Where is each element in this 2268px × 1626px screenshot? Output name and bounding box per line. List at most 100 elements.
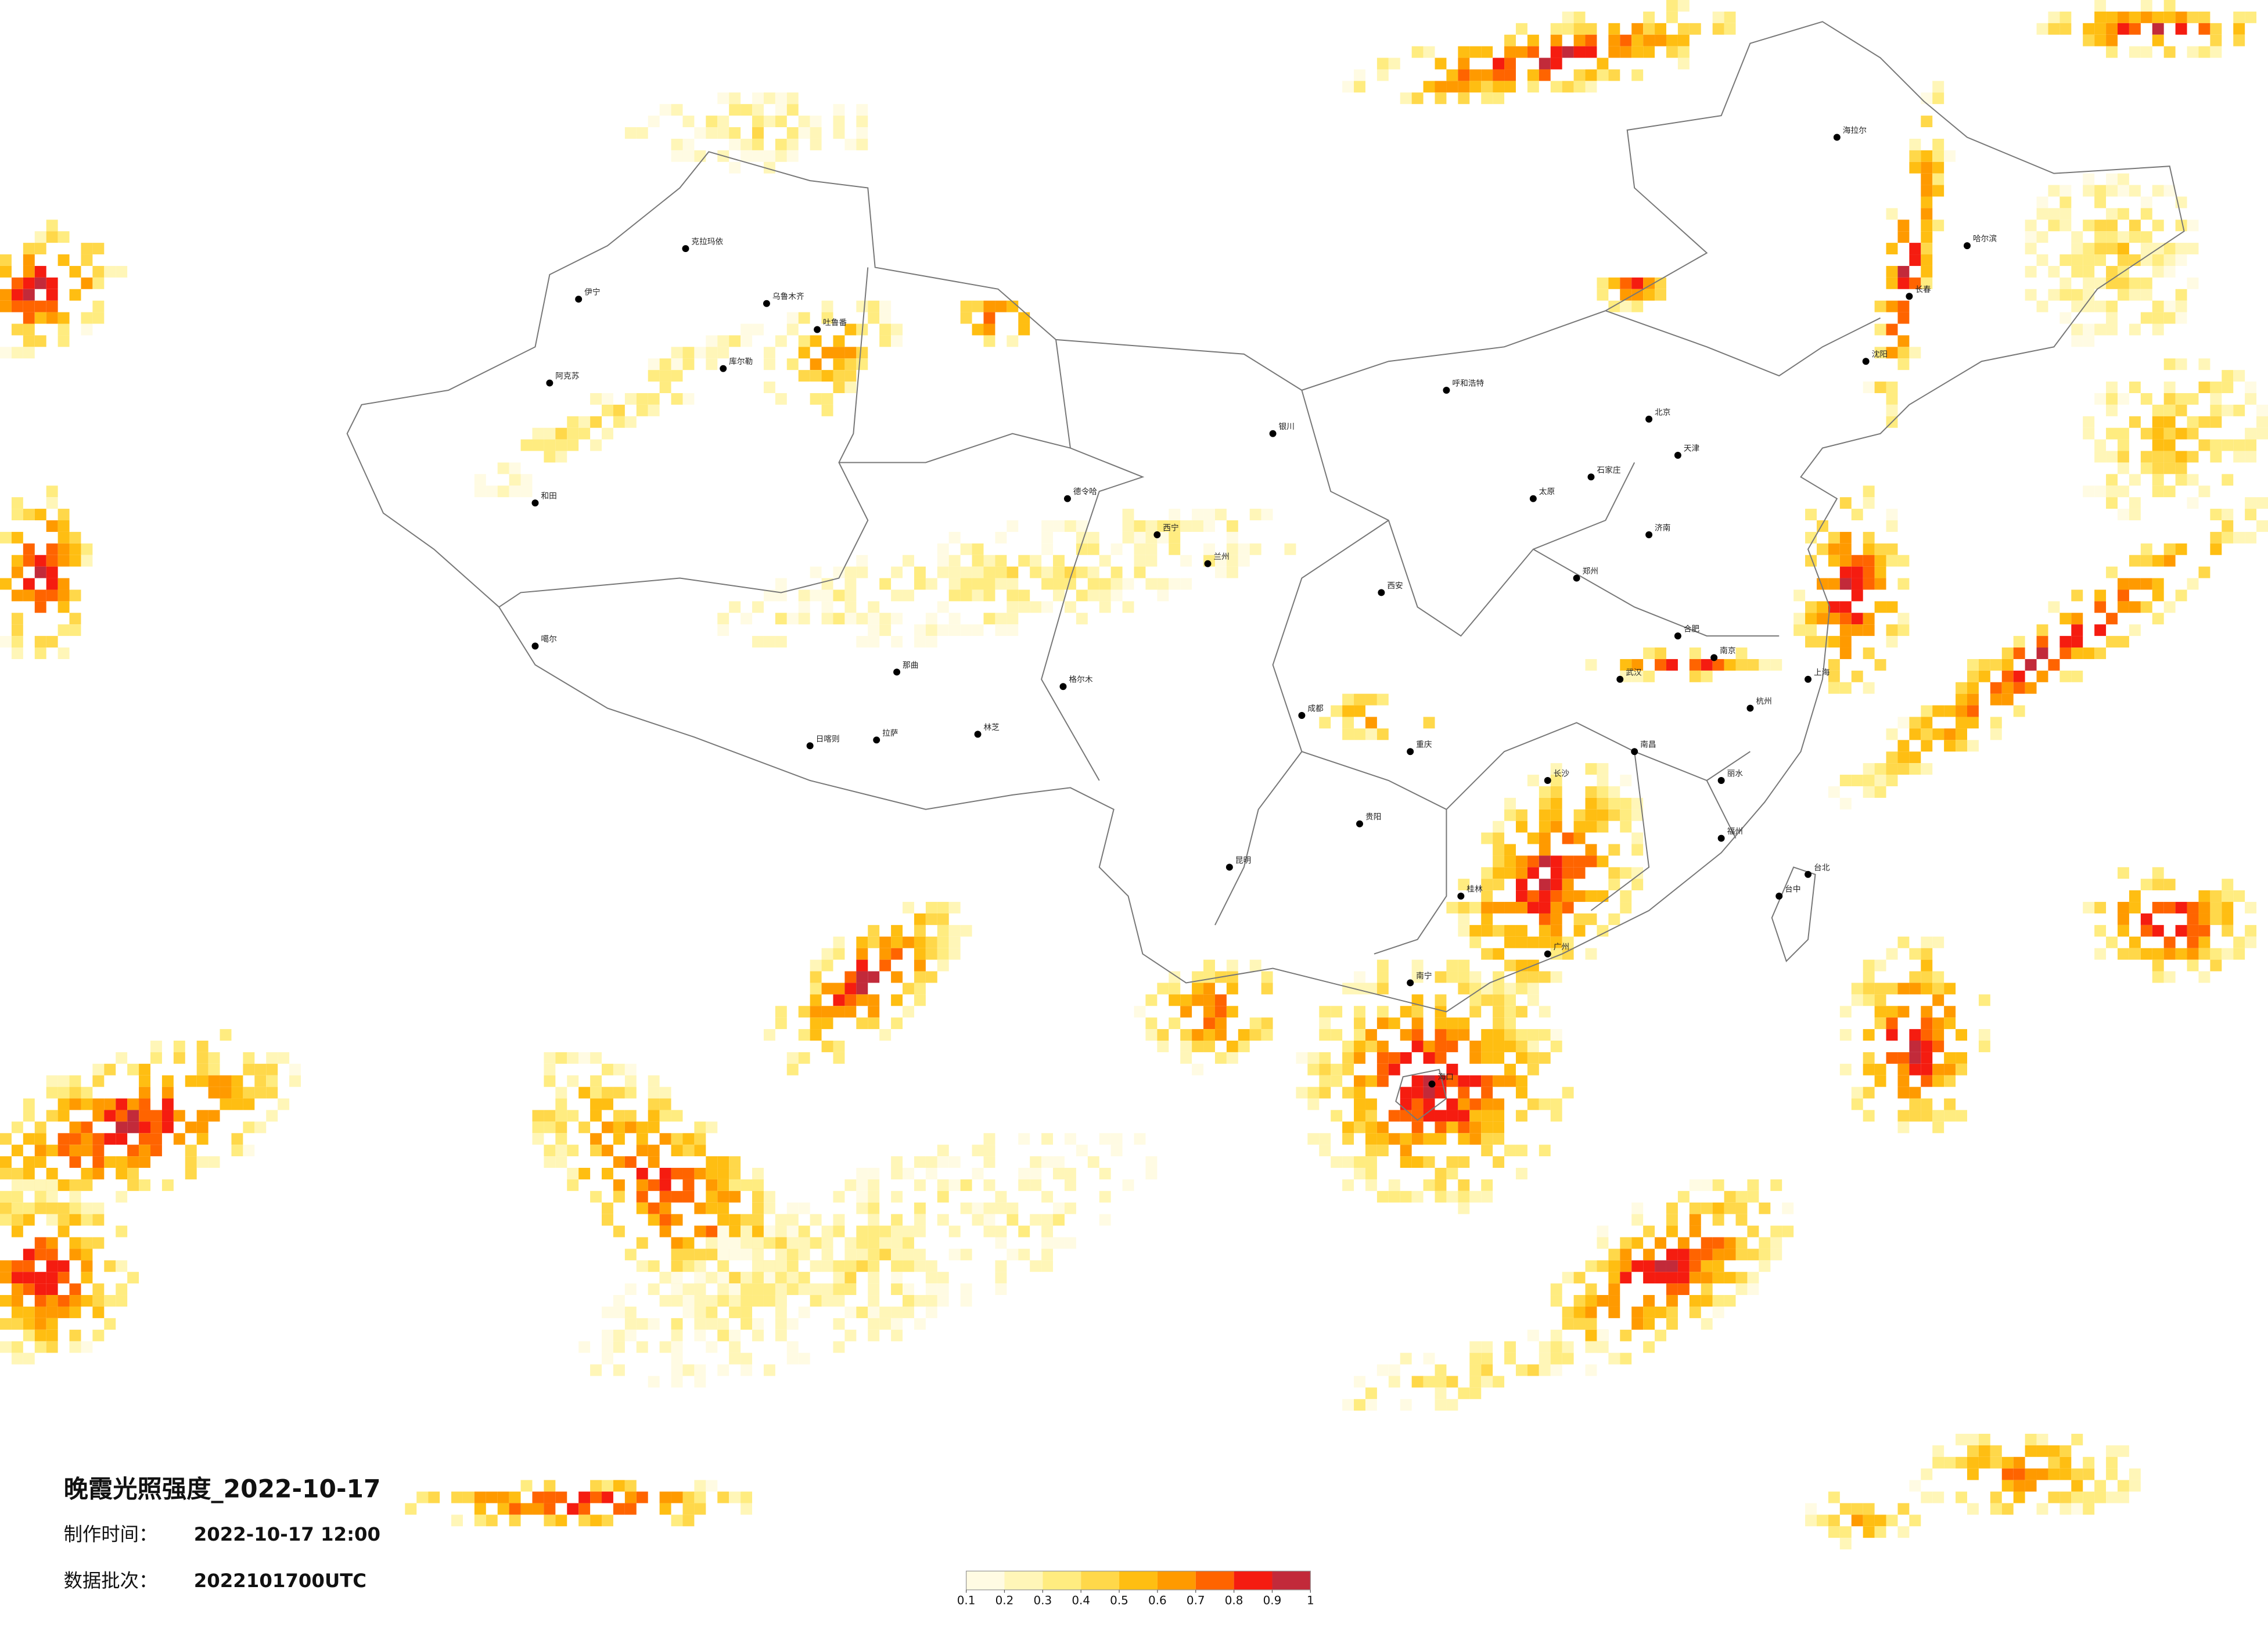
intensity-cell	[2117, 185, 2129, 197]
intensity-cell	[741, 150, 753, 162]
city-dot	[1269, 430, 1277, 437]
intensity-cell	[1053, 578, 1065, 590]
intensity-cell	[2083, 647, 2095, 659]
intensity-cell	[879, 1306, 892, 1318]
intensity-cell	[1608, 1260, 1620, 1272]
intensity-cell	[729, 1283, 741, 1296]
city-label: 乌鲁木齐	[772, 292, 804, 301]
intensity-cell	[2094, 647, 2107, 659]
intensity-cell	[1388, 1133, 1400, 1145]
intensity-cell	[1620, 821, 1632, 833]
intensity-cell	[2025, 1468, 2037, 1480]
intensity-cell	[1932, 1029, 1944, 1041]
intensity-cell	[1331, 705, 1343, 717]
intensity-cell	[2256, 416, 2268, 428]
intensity-cell	[1909, 1087, 1921, 1099]
intensity-cell	[682, 1364, 695, 1376]
intensity-cell	[1342, 1041, 1354, 1052]
intensity-cell	[1897, 358, 1910, 370]
intensity-cell	[1203, 994, 1215, 1006]
intensity-cell	[1956, 1063, 1967, 1075]
intensity-cell	[69, 1098, 81, 1110]
intensity-cell	[1376, 693, 1389, 706]
intensity-cell	[2210, 948, 2222, 960]
intensity-cell	[671, 150, 683, 162]
intensity-cell	[1921, 948, 1933, 960]
intensity-cell	[810, 994, 822, 1006]
intensity-cell	[706, 116, 718, 128]
intensity-cell	[810, 1295, 822, 1307]
intensity-cell	[1839, 543, 1852, 555]
intensity-cell	[2198, 948, 2211, 960]
intensity-cell	[1597, 763, 1609, 775]
intensity-cell	[1007, 624, 1019, 636]
intensity-cell	[590, 1491, 602, 1503]
country-outline	[346, 21, 2185, 1013]
intensity-cell	[1515, 1075, 1527, 1087]
intensity-cell	[1863, 613, 1875, 625]
city-dot	[1964, 242, 1971, 250]
intensity-cell	[682, 1295, 695, 1307]
intensity-cell	[1018, 1225, 1030, 1238]
intensity-cell	[2001, 647, 2014, 659]
intensity-cell	[868, 312, 880, 324]
intensity-cell	[1087, 543, 1099, 555]
intensity-cell	[1921, 1110, 1933, 1122]
intensity-cell	[2059, 1468, 2072, 1480]
intensity-cell	[2140, 196, 2152, 208]
intensity-cell	[682, 150, 695, 162]
intensity-cell	[1203, 509, 1215, 520]
intensity-cell	[92, 1133, 105, 1145]
intensity-cell	[1978, 670, 1990, 682]
intensity-cell	[1481, 983, 1493, 995]
intensity-cell	[11, 1272, 23, 1284]
intensity-cell	[1839, 624, 1852, 636]
intensity-cell	[1886, 948, 1898, 960]
intensity-cell	[1874, 775, 1886, 786]
intensity-cell	[520, 439, 533, 451]
intensity-cell	[1550, 902, 1562, 913]
city-dot	[1356, 820, 1363, 828]
intensity-cell	[925, 1260, 937, 1272]
intensity-cell	[474, 1515, 486, 1527]
intensity-cell	[1724, 23, 1736, 35]
intensity-cell	[451, 1491, 463, 1503]
intensity-cell	[185, 1075, 197, 1087]
intensity-cell	[671, 1237, 683, 1249]
intensity-cell	[544, 1503, 556, 1515]
intensity-cell	[0, 1272, 12, 1284]
intensity-cell	[81, 1295, 93, 1307]
intensity-cell	[821, 613, 833, 625]
intensity-cell	[2071, 300, 2083, 312]
intensity-cell	[1435, 1190, 1447, 1203]
city-label: 伊宁	[584, 287, 600, 297]
intensity-cell	[810, 358, 822, 370]
intensity-cell	[786, 1272, 799, 1284]
intensity-cell	[1145, 1029, 1158, 1041]
intensity-cell	[34, 1272, 46, 1284]
intensity-cell	[173, 1041, 185, 1052]
intensity-cell	[1956, 1029, 1967, 1041]
intensity-cell	[1666, 659, 1678, 671]
intensity-cell	[694, 1145, 706, 1157]
intensity-cell	[34, 1329, 46, 1341]
intensity-cell	[1435, 1052, 1447, 1064]
intensity-cell	[46, 1145, 58, 1157]
intensity-cell	[1944, 1098, 1956, 1110]
intensity-cell	[983, 300, 995, 312]
intensity-cell	[844, 382, 857, 393]
intensity-cell	[2175, 220, 2187, 232]
intensity-cell	[57, 1098, 70, 1110]
intensity-cell	[833, 104, 845, 116]
intensity-cell	[1597, 890, 1609, 902]
city-label: 呼和浩特	[1452, 379, 1484, 388]
intensity-cell	[34, 601, 46, 613]
intensity-cell	[2140, 254, 2152, 266]
intensity-cell	[798, 1237, 810, 1249]
intensity-cell	[1562, 1306, 1574, 1318]
intensity-cell	[1481, 1145, 1493, 1157]
intensity-cell	[567, 1168, 579, 1179]
intensity-cell	[1365, 1156, 1377, 1168]
intensity-cell	[1376, 1364, 1389, 1376]
intensity-cell	[34, 265, 46, 278]
